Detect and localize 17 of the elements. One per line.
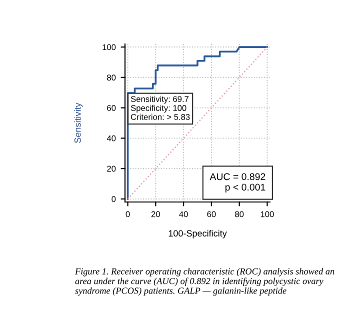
caption: Figure 1. Receiver operating characteristic (ROC) analysis showed an area under the curve (AUC) of 0.892 in identifying polycystic ovary syndrome (PCOS) patients. GALP — galanin-like peptide xyxy=(74,268,334,296)
y-tick-label: 40 xyxy=(106,135,116,142)
y-tick-label: 80 xyxy=(107,74,116,81)
y-tick-label: 0 xyxy=(112,196,116,202)
x-tick-label: 0 xyxy=(126,211,130,218)
y-tick-label: 20 xyxy=(107,166,116,172)
y-tick-label: 100 xyxy=(102,44,116,50)
annotation: AUC = 0.892 p < 0.001 xyxy=(210,173,266,193)
y-axis-title: Sensitivity xyxy=(74,102,83,143)
x-axis-title: 100-Specificity xyxy=(168,230,227,238)
annotation: Sensitivity: 69.7 Specificity: 100 Criterion: > 5.83 xyxy=(130,96,190,120)
x-tick-label: 60 xyxy=(207,211,216,218)
x-tick-label: 100 xyxy=(260,211,274,218)
x-tick-label: 40 xyxy=(179,211,188,218)
x-tick-label: 20 xyxy=(151,211,160,218)
y-tick-label: 60 xyxy=(107,105,116,111)
x-tick-label: 80 xyxy=(235,211,244,218)
